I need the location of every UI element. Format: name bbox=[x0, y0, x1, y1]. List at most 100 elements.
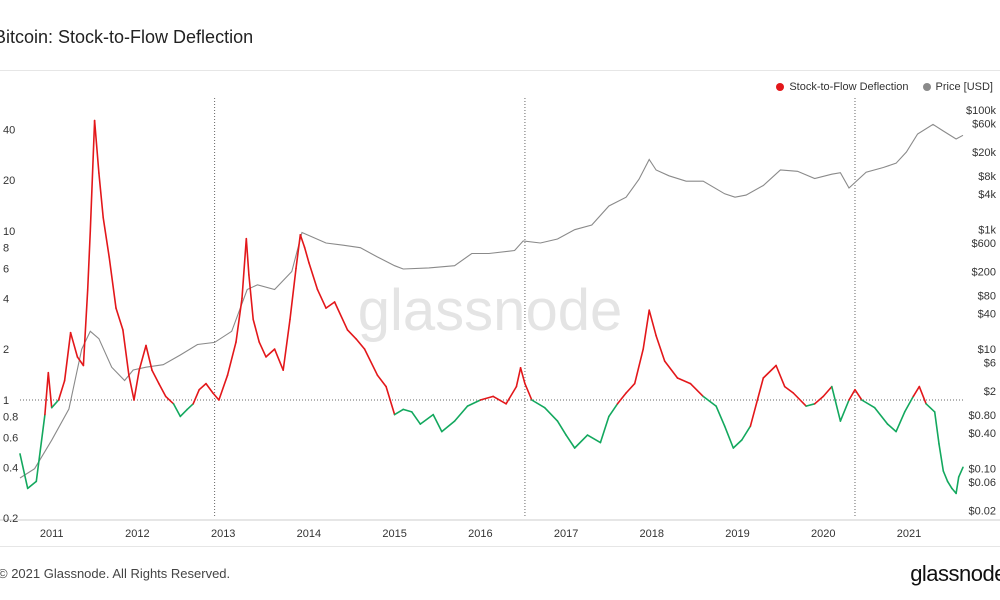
s2f-segment bbox=[122, 329, 130, 377]
legend-item-price[interactable]: Price [USD] bbox=[922, 81, 993, 93]
brand-logo: glassnode bbox=[910, 561, 1000, 586]
s2f-segment bbox=[205, 382, 214, 394]
s2f-segment bbox=[466, 399, 482, 407]
s2f-segment bbox=[715, 405, 726, 428]
right-tick-label: $200 bbox=[972, 267, 996, 279]
s2f-segment bbox=[938, 443, 945, 472]
right-tick-label: $60k bbox=[972, 119, 996, 131]
s2f-segment bbox=[419, 413, 435, 425]
s2f-segment bbox=[792, 392, 807, 407]
s2f-segment bbox=[432, 413, 443, 433]
legend-gray-dot-icon bbox=[922, 83, 931, 91]
s2f-segment bbox=[355, 338, 366, 350]
s2f-segment bbox=[655, 334, 666, 362]
s2f-segment bbox=[633, 348, 645, 385]
s2f-segment bbox=[346, 329, 357, 340]
s2f-segment bbox=[179, 408, 188, 418]
x-tick-label: 2020 bbox=[811, 528, 835, 540]
left-tick-label: 6 bbox=[3, 264, 9, 276]
s2f-segment bbox=[151, 369, 160, 385]
s2f-segment bbox=[198, 382, 207, 391]
s2f-segment bbox=[128, 374, 135, 401]
left-tick-label: 0.6 bbox=[3, 433, 18, 445]
right-tick-label: $600 bbox=[972, 238, 996, 250]
s2f-segment bbox=[252, 318, 261, 343]
s2f-segment bbox=[133, 369, 140, 401]
s2f-segment bbox=[783, 385, 795, 394]
right-tick-label: $80 bbox=[978, 290, 996, 302]
s2f-segment bbox=[86, 230, 92, 291]
s2f-segment bbox=[648, 309, 657, 337]
s2f-segment bbox=[393, 408, 405, 416]
right-tick-label: $6 bbox=[984, 358, 996, 370]
s2f-segment bbox=[505, 385, 518, 405]
s2f-segment bbox=[830, 385, 842, 422]
s2f-segment bbox=[241, 237, 248, 300]
watermark: glassnode bbox=[358, 278, 622, 343]
s2f-segment bbox=[616, 392, 627, 405]
x-tick-label: 2019 bbox=[725, 528, 749, 540]
s2f-segment bbox=[912, 385, 921, 398]
price-series-line bbox=[19, 123, 964, 479]
left-tick-label: 0.2 bbox=[3, 513, 18, 525]
s2f-segment bbox=[258, 341, 267, 358]
left-tick-label: 10 bbox=[3, 226, 15, 238]
s2f-segment bbox=[524, 382, 533, 401]
x-tick-label: 2014 bbox=[297, 528, 321, 540]
s2f-segment bbox=[282, 318, 291, 372]
s2f-segment bbox=[218, 374, 229, 401]
s2f-segment bbox=[860, 399, 876, 409]
s2f-segment bbox=[89, 119, 96, 232]
s2f-segment bbox=[102, 216, 110, 259]
right-tick-label: $1k bbox=[978, 225, 996, 237]
left-tick-label: 8 bbox=[3, 242, 9, 254]
s2f-segment bbox=[440, 420, 456, 433]
s2f-segment bbox=[376, 374, 387, 388]
x-tick-label: 2017 bbox=[554, 528, 578, 540]
s2f-segment bbox=[235, 297, 243, 343]
right-tick-label: $0.40 bbox=[968, 428, 996, 440]
s2f-segment bbox=[63, 331, 72, 382]
left-tick-label: 1 bbox=[3, 395, 9, 407]
s2f-segment bbox=[479, 395, 495, 401]
legend-label-s2f: Stock-to-Flow Deflection bbox=[789, 81, 909, 93]
s2f-segment bbox=[515, 366, 522, 388]
s2f-segment bbox=[957, 466, 964, 478]
s2f-segment bbox=[158, 382, 167, 398]
s2f-segment bbox=[642, 309, 651, 350]
left-tick-label: 2 bbox=[3, 344, 9, 356]
s2f-segment bbox=[164, 395, 175, 405]
s2f-segment bbox=[402, 408, 413, 413]
s2f-segment bbox=[492, 395, 507, 405]
x-tick-label: 2018 bbox=[640, 528, 664, 540]
s2f-segment bbox=[854, 388, 863, 401]
legend-item-s2f[interactable]: Stock-to-Flow Deflection bbox=[776, 81, 909, 93]
s2f-segment bbox=[608, 402, 619, 418]
x-tick-label: 2015 bbox=[382, 528, 406, 540]
s2f-segment bbox=[676, 377, 692, 385]
s2f-segment bbox=[50, 399, 60, 409]
s2f-segment bbox=[762, 364, 777, 379]
s2f-segment bbox=[895, 411, 906, 433]
s2f-segment bbox=[226, 341, 237, 377]
footer-divider bbox=[0, 546, 1000, 547]
s2f-segment bbox=[933, 411, 940, 445]
x-tick-label: 2021 bbox=[897, 528, 921, 540]
s2f-segment bbox=[543, 406, 559, 422]
s2f-segment bbox=[325, 301, 336, 309]
s2f-segment bbox=[363, 348, 379, 377]
legend-label-price: Price [USD] bbox=[935, 81, 993, 93]
s2f-segment bbox=[172, 402, 182, 418]
s2f-segment bbox=[903, 395, 915, 413]
s2f-segment bbox=[333, 301, 349, 331]
s2f-segment bbox=[69, 331, 79, 358]
right-tick-label: $8k bbox=[978, 171, 996, 183]
s2f-segment bbox=[98, 172, 104, 219]
s2f-segment bbox=[26, 480, 38, 490]
x-tick-label: 2012 bbox=[125, 528, 149, 540]
s2f-segment bbox=[108, 256, 117, 309]
left-tick-label: 20 bbox=[3, 175, 15, 187]
s2f-segment bbox=[702, 395, 717, 407]
left-tick-label: 0.4 bbox=[3, 462, 18, 474]
